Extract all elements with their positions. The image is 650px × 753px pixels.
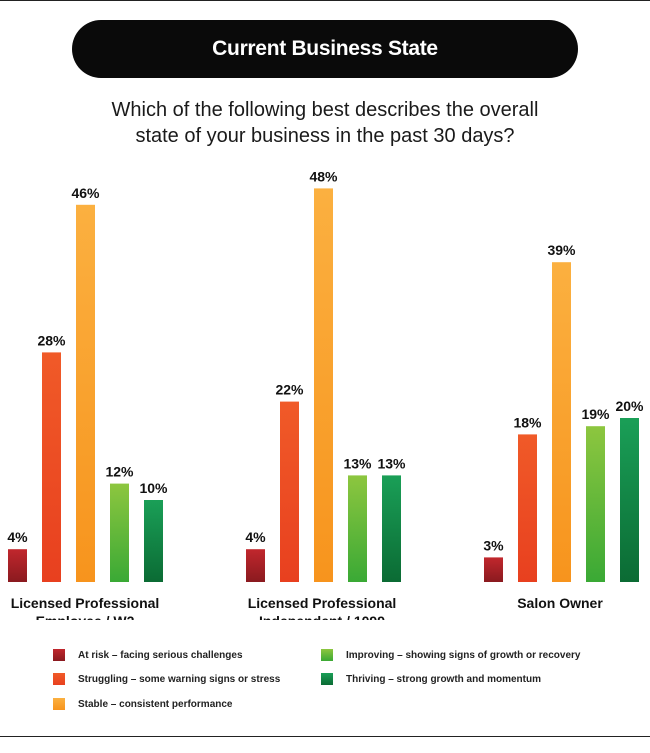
bottom-rule [0,736,650,737]
bar-thriving-group-2 [382,475,401,582]
top-rule [0,0,650,1]
legend-label-stable: Stable – consistent performance [78,698,233,710]
bar-struggling-group-1 [42,352,61,582]
survey-question: Which of the following best describes th… [40,97,610,149]
bar-at-risk-group-2 [246,549,265,582]
legend-item-thriving: Thriving – strong growth and momentum [321,673,541,685]
legend-label-improving: Improving – showing signs of growth or r… [346,649,581,661]
legend: At risk – facing serious challenges Stru… [0,646,650,726]
legend-item-struggling: Struggling – some warning signs or stres… [53,673,280,685]
chart-title-banner: Current Business State [72,20,578,78]
data-label-thriving-group-2: 13% [377,455,406,471]
data-label-struggling-group-3: 18% [513,414,542,430]
legend-label-at-risk: At risk – facing serious challenges [78,649,243,661]
data-label-improving-group-3: 19% [581,406,610,422]
bar-improving-group-1 [110,483,129,582]
data-label-at-risk-group-1: 4% [7,529,28,545]
bar-improving-group-3 [586,426,605,582]
legend-label-struggling: Struggling – some warning signs or stres… [78,673,281,685]
data-label-improving-group-2: 13% [343,455,372,471]
data-label-thriving-group-3: 20% [615,398,644,414]
survey-question-line-1: Which of the following best describes th… [111,99,539,121]
legend-swatch-at-risk [53,649,65,661]
bar-thriving-group-3 [620,418,639,582]
bar-at-risk-group-1 [8,549,27,582]
category-label-3: Salon Owner [517,595,603,611]
data-label-at-risk-group-2: 4% [245,529,266,545]
legend-label-thriving: Thriving – strong growth and momentum [346,673,541,685]
legend-item-improving: Improving – showing signs of growth or r… [321,649,580,661]
bar-improving-group-2 [348,475,367,582]
legend-swatch-struggling [53,673,65,685]
bar-chart: 4% 28% 46% 12% 10% Licensed ProfessionalEmplo… [7,168,644,620]
data-label-at-risk-group-3: 3% [483,537,504,553]
category-label-1: Licensed ProfessionalEmployee / W2 [11,595,160,620]
bar-at-risk-group-3 [484,557,503,582]
legend-item-at-risk: At risk – facing serious challenges [53,649,243,661]
bar-stable-group-2 [314,188,333,582]
legend-swatch-thriving [321,673,333,685]
data-label-stable-group-3: 39% [547,242,576,258]
bar-stable-group-3 [552,262,571,582]
bar-struggling-group-3 [518,434,537,582]
data-label-struggling-group-2: 22% [275,382,304,398]
data-label-stable-group-2: 48% [309,168,338,184]
bar-stable-group-1 [76,204,95,583]
chart-title: Current Business State [212,37,438,60]
data-label-stable-group-1: 46% [71,185,100,201]
data-label-struggling-group-1: 28% [37,332,66,348]
category-label-2: Licensed ProfessionalIndependent / 1099 [248,595,397,620]
bar-thriving-group-1 [144,500,163,582]
legend-swatch-improving [321,649,333,661]
legend-item-stable: Stable – consistent performance [53,698,233,710]
data-label-thriving-group-1: 10% [139,480,168,496]
legend-swatch-stable [53,698,65,710]
data-label-improving-group-1: 12% [105,464,134,480]
survey-question-line-2: state of your business in the past 30 da… [135,125,515,147]
bar-struggling-group-2 [280,401,299,582]
